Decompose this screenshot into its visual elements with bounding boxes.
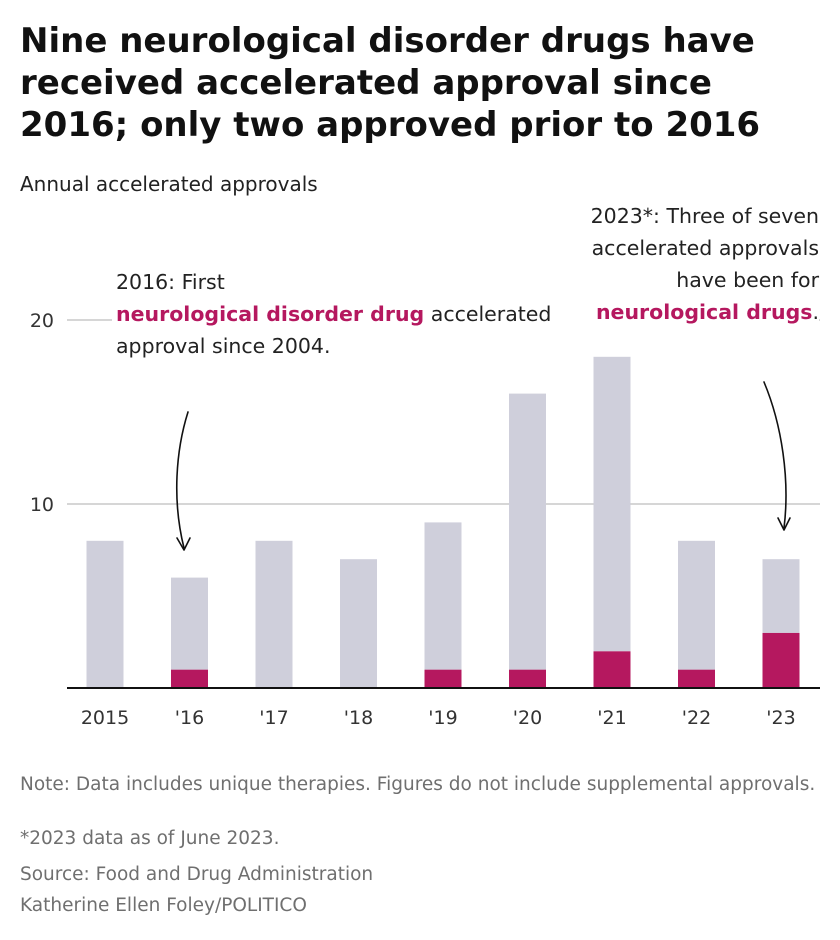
annotation-2016-rest: accelerated <box>424 302 552 326</box>
x-tick-label: '16 <box>175 707 204 729</box>
bar-total-segment <box>255 540 293 688</box>
credit-line: Katherine Ellen Foley/POLITICO <box>20 895 307 916</box>
x-tick-label: '19 <box>428 707 457 729</box>
bar-total-segment <box>340 559 377 688</box>
bar-neuro-segment <box>762 632 800 688</box>
bar-neuro-segment <box>424 669 462 688</box>
x-tick-label: '22 <box>682 707 711 729</box>
x-tick-label: '18 <box>344 707 373 729</box>
annotation-2023-line1: 2023*: Three of seven <box>590 204 819 228</box>
footnote-note: Note: Data includes unique therapies. Fi… <box>20 774 816 795</box>
annotation-2016-highlight: neurological disorder drug <box>116 302 425 326</box>
x-tick-label: '23 <box>766 707 795 729</box>
bar-total-segment <box>678 540 715 670</box>
bar-total-segment <box>424 522 462 670</box>
y-tick-label: 10 <box>30 494 54 516</box>
chart-title: Nine neurological disorder drugs have re… <box>20 21 761 145</box>
annotation-2023-line3: have been for <box>676 268 819 292</box>
annotation-2023: 2023*: Three of seven accelerated approv… <box>555 200 819 328</box>
bars <box>86 356 800 688</box>
y-tick-label: 20 <box>30 310 54 332</box>
bar-neuro-segment <box>509 669 546 688</box>
bar-neuro-segment <box>593 651 631 688</box>
bar-total-segment <box>762 559 800 633</box>
arrow-2016 <box>175 411 189 549</box>
bar-neuro-segment <box>171 669 208 688</box>
bar-total-segment <box>86 540 124 688</box>
annotation-2023-line2: accelerated approvals <box>591 236 819 260</box>
bar-neuro-segment <box>678 669 715 688</box>
x-tick-labels: 2015 '16 '17 '18 '19 '20 '21 '22 '23 <box>81 707 796 729</box>
arrow-head-2016 <box>176 537 191 551</box>
footnote-asterisk: *2023 data as of June 2023. <box>20 828 280 849</box>
arrow-head-2023 <box>777 517 791 531</box>
bar-total-segment <box>593 356 631 652</box>
chart-subtitle: Annual accelerated approvals <box>20 172 318 196</box>
annotation-2016-line1: 2016: First <box>116 270 225 294</box>
annotation-2023-highlight: neurological drugs <box>595 300 813 324</box>
source-line: Source: Food and Drug Administration <box>20 864 374 885</box>
x-tick-label: 2015 <box>81 707 129 729</box>
bar-chart: 10 20 2015 '16 '17 '18 '19 '20 '21 '22 '23 <box>30 310 820 729</box>
x-tick-label: '20 <box>513 707 542 729</box>
annotation-2016: 2016: First neurological disorder drug a… <box>112 266 556 362</box>
annotation-arrows <box>175 381 791 551</box>
annotation-2023-end: . <box>812 300 819 324</box>
arrow-2023 <box>763 381 787 529</box>
x-tick-label: '21 <box>597 707 626 729</box>
x-tick-label: '17 <box>259 707 288 729</box>
bar-total-segment <box>171 577 208 670</box>
annotation-2016-line3: approval since 2004. <box>116 334 331 358</box>
bar-total-segment <box>509 393 546 670</box>
